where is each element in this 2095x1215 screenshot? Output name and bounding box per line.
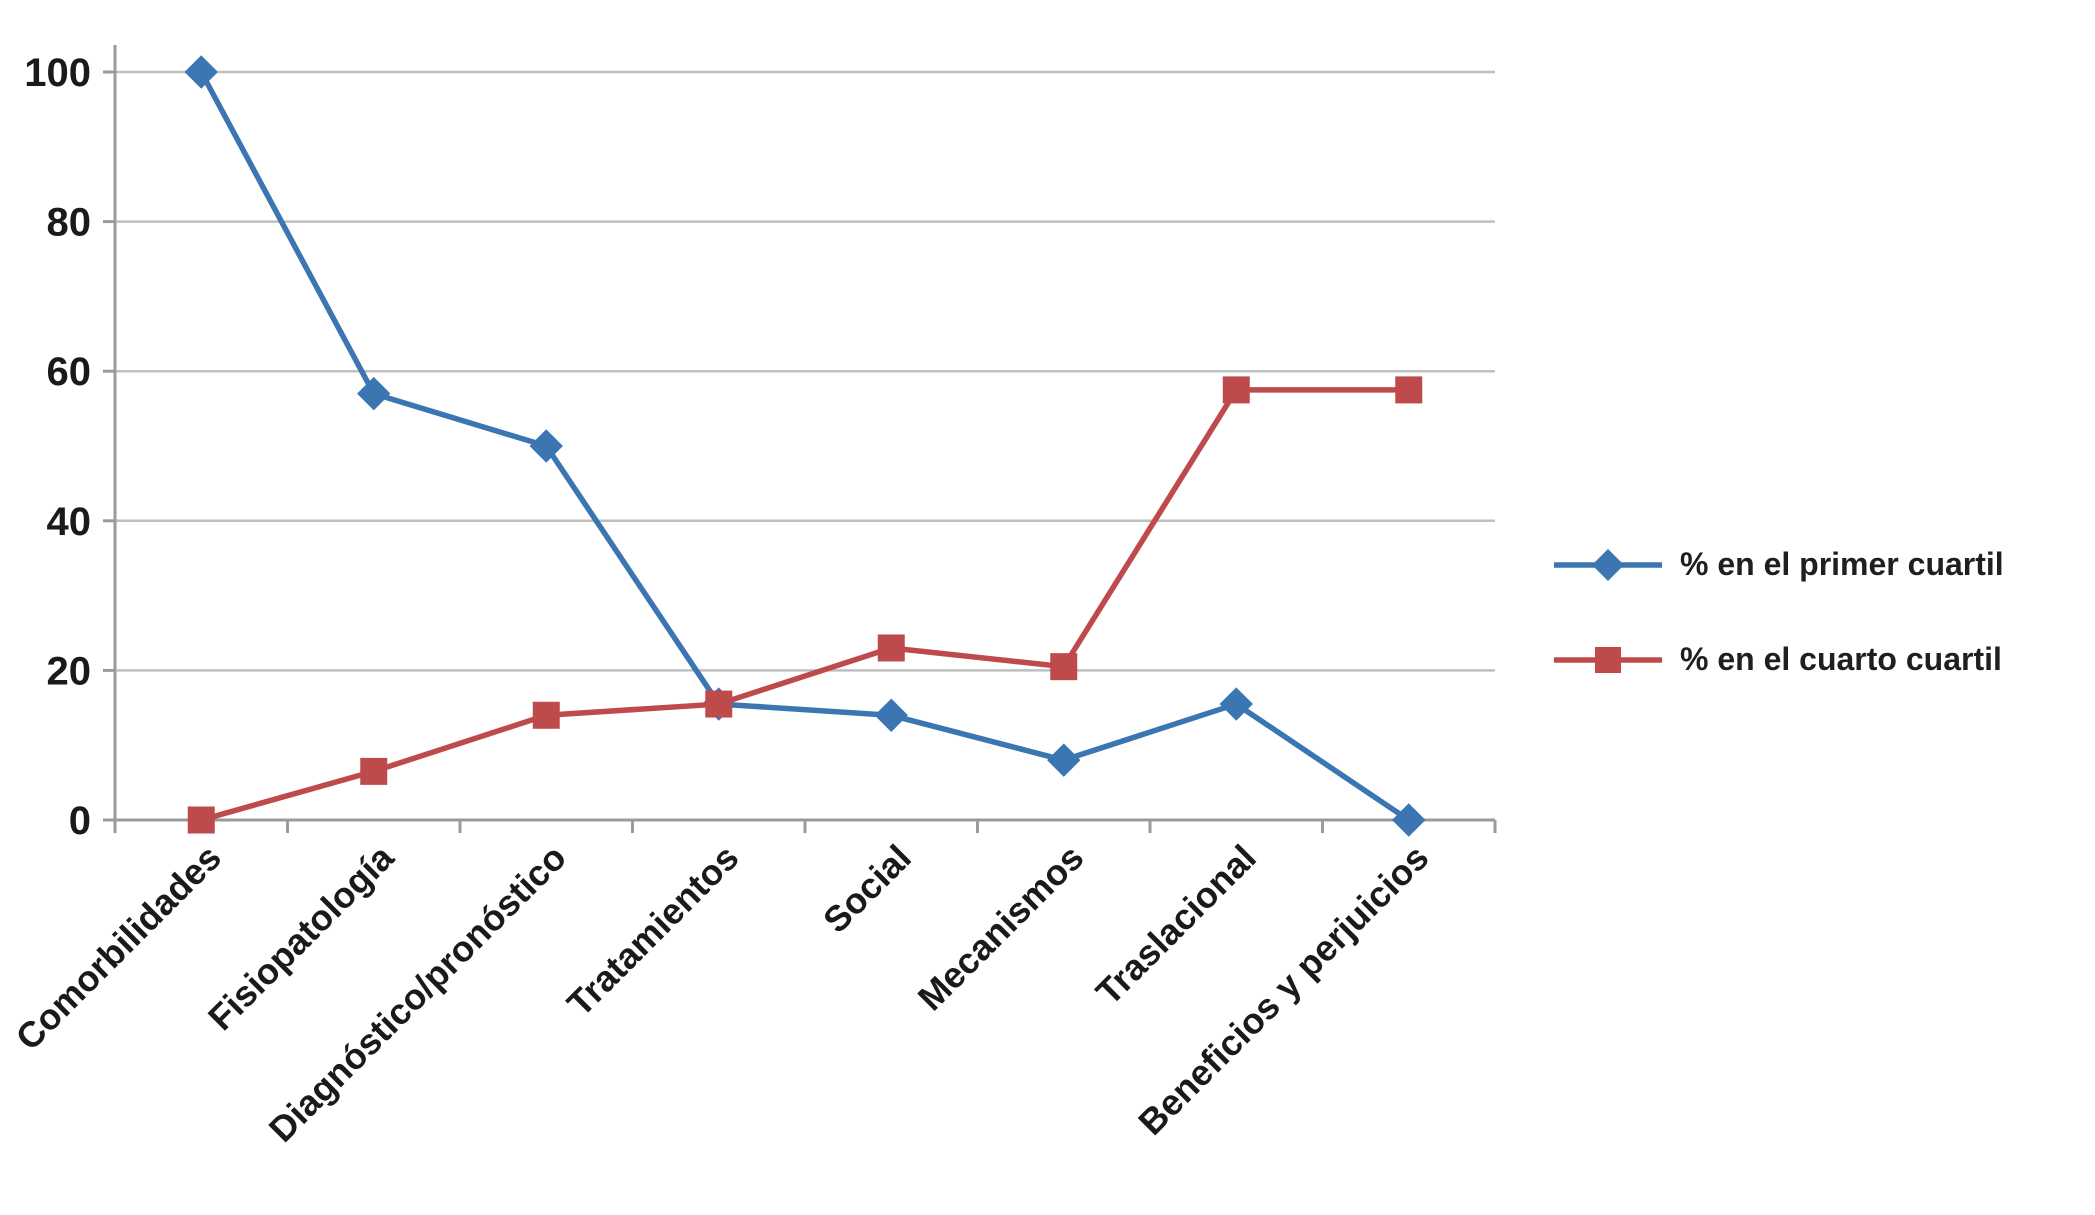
data-point-marker (877, 634, 905, 662)
legend-label-cuarto-cuartil: % en el cuarto cuartil (1680, 641, 2002, 677)
x-category-label: Mecanismos (910, 837, 1092, 1019)
y-tick-label: 20 (47, 649, 92, 693)
data-point-marker (1047, 743, 1081, 777)
data-point-marker (705, 690, 733, 718)
series-line-0 (198, 69, 1412, 823)
data-point-marker (357, 376, 391, 411)
data-point-marker (187, 806, 215, 834)
y-tick-label: 0 (69, 799, 91, 843)
data-point-marker (532, 701, 560, 729)
x-category-label: Diagnóstico/pronóstico (261, 837, 574, 1150)
y-tick-label: 60 (47, 350, 92, 394)
legend-marker-square-icon (1554, 646, 1662, 673)
legend-marker-diamond-icon (1554, 548, 1662, 581)
y-tick-label: 100 (24, 51, 91, 95)
x-category-label: Fisiopatología (200, 836, 402, 1038)
series-line-1 (198, 387, 1412, 823)
data-point-marker (529, 429, 563, 463)
data-point-marker (1050, 653, 1078, 681)
data-point-marker (1219, 687, 1253, 721)
data-point-marker (360, 757, 388, 785)
y-tick-label: 80 (47, 201, 92, 245)
data-point-marker (184, 55, 218, 89)
legend-item-primer-cuartil: % en el primer cuartil (1552, 546, 2004, 583)
data-point-marker (1395, 376, 1423, 404)
data-point-marker (874, 698, 908, 732)
data-point-marker (1392, 803, 1426, 837)
data-point-marker (1222, 376, 1250, 404)
chart-legend: % en el primer cuartil % en el cuarto cu… (1552, 546, 2004, 678)
legend-label-primer-cuartil: % en el primer cuartil (1680, 546, 2004, 582)
x-category-label: Tratamientos (559, 837, 746, 1024)
x-category-label: Beneficios y perjuicios (1130, 837, 1436, 1143)
legend-item-cuarto-cuartil: % en el cuarto cuartil (1552, 641, 2004, 678)
x-category-label: Traslacional (1088, 837, 1264, 1013)
y-tick-label: 40 (47, 500, 92, 544)
x-category-label: Comorbilidades (8, 837, 229, 1058)
x-category-label: Social (815, 837, 919, 941)
